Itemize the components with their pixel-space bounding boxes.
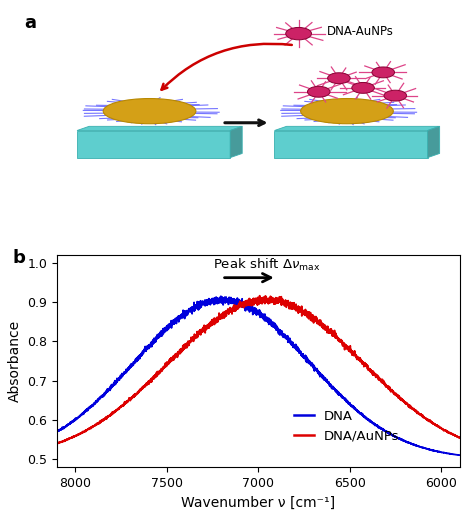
Polygon shape — [428, 126, 439, 158]
Ellipse shape — [103, 99, 196, 124]
Legend: DNA, DNA/AuNPs: DNA, DNA/AuNPs — [289, 405, 405, 448]
Text: Peak shift $\Delta\nu_{\rm max}$: Peak shift $\Delta\nu_{\rm max}$ — [212, 256, 320, 272]
Text: b: b — [12, 249, 26, 267]
X-axis label: Wavenumber ν [cm⁻¹]: Wavenumber ν [cm⁻¹] — [181, 495, 336, 509]
Polygon shape — [77, 130, 230, 158]
Polygon shape — [274, 126, 439, 130]
Y-axis label: Absorbance: Absorbance — [8, 320, 22, 402]
Text: DNA-AuNPs: DNA-AuNPs — [327, 25, 394, 38]
Circle shape — [384, 90, 407, 101]
Ellipse shape — [301, 99, 393, 124]
Circle shape — [352, 83, 374, 93]
Polygon shape — [77, 126, 242, 130]
Polygon shape — [230, 126, 242, 158]
Polygon shape — [274, 130, 428, 158]
Circle shape — [286, 28, 311, 40]
Circle shape — [308, 86, 330, 97]
Circle shape — [328, 73, 350, 84]
Circle shape — [372, 67, 394, 78]
Text: a: a — [25, 14, 36, 32]
